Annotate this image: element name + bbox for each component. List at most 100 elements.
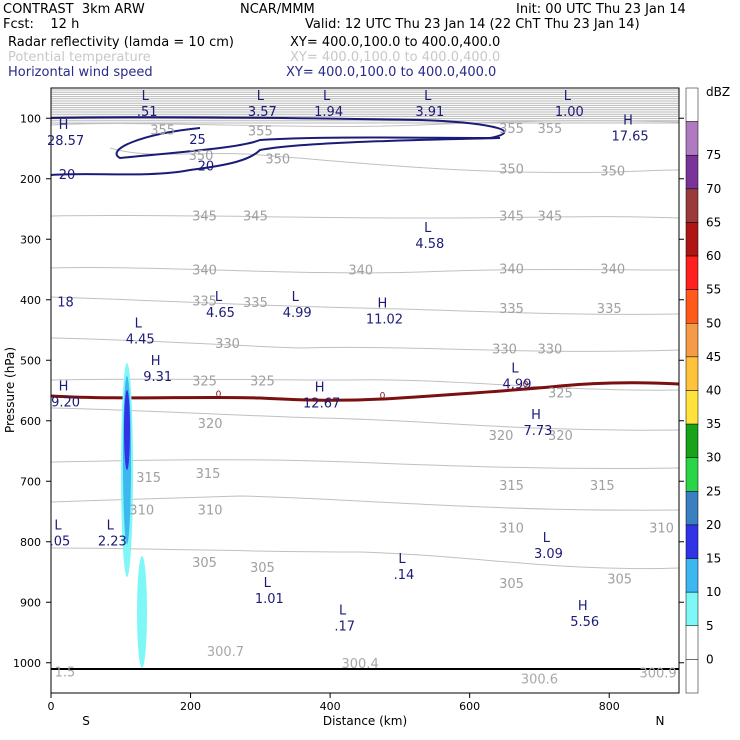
y-tick-label: 1000 xyxy=(13,657,41,670)
theta-contour-stack xyxy=(51,100,679,102)
colorbar-swatch xyxy=(685,524,699,559)
colorbar-swatch xyxy=(685,222,699,257)
colorbar-label: 65 xyxy=(706,215,721,229)
theta-min-value: 300.6 xyxy=(521,673,558,688)
theta-label: 310 xyxy=(499,521,524,536)
extremum-marker: L xyxy=(424,221,432,236)
theta-contour-325 xyxy=(51,378,679,391)
colorbar-label: 25 xyxy=(706,484,721,498)
extremum-value: 18 xyxy=(57,296,74,311)
theta-contour-stack xyxy=(51,93,679,96)
zero-line-label: 0 xyxy=(380,391,386,401)
x-tick-label: 400 xyxy=(320,700,341,713)
echo-blue-core xyxy=(124,390,130,470)
theta-label: 355 xyxy=(150,123,175,138)
colorbar-swatch xyxy=(685,558,699,593)
theta-label: 350 xyxy=(265,152,290,167)
theta-contour-stack xyxy=(51,106,679,109)
extremum-value: 9.31 xyxy=(143,370,172,385)
extremum-value: 1.94 xyxy=(314,105,343,120)
field1-xy: XY= 400.0,100.0 to 400.0,400.0 xyxy=(290,35,501,50)
theta-label: 320 xyxy=(548,429,573,444)
theta-label: 310 xyxy=(649,521,674,536)
model-name: CONTRAST 3km ARW xyxy=(3,2,145,17)
theta-label: 315 xyxy=(196,467,221,482)
y-tick-label: 800 xyxy=(20,536,41,549)
extremum-marker: H xyxy=(59,118,69,133)
valid-time: Valid: 12 UTC Thu 23 Jan 14 (22 ChT Thu … xyxy=(305,17,640,32)
colorbar-swatch xyxy=(685,356,699,391)
extremum-marker: H xyxy=(59,380,69,395)
theta-label: 350 xyxy=(189,149,214,164)
theta-min-value: 300.9 xyxy=(639,667,676,682)
extremum-value: 2.23 xyxy=(98,535,127,550)
extremum-value: 1.00 xyxy=(555,105,584,120)
extremum-marker: H xyxy=(531,408,541,423)
colorbar-label: 40 xyxy=(706,384,721,398)
theta-label: 325 xyxy=(548,387,573,402)
theta-label: 320 xyxy=(198,417,223,432)
theta-contour-stack xyxy=(51,115,679,118)
colorbar-swatch xyxy=(685,423,699,458)
colorbar-label: 5 xyxy=(706,619,714,633)
extremum-marker: H xyxy=(578,599,588,614)
zero-line-group xyxy=(51,381,679,402)
forecast-hour: Fcst: 12 h xyxy=(3,17,80,32)
colorbar-swatch xyxy=(685,154,699,190)
theta-contour-stack xyxy=(51,113,679,115)
colorbar-label: 55 xyxy=(706,283,721,297)
extremum-value: 11.02 xyxy=(366,313,403,328)
extremum-marker: L xyxy=(135,317,143,332)
extremum-marker: H xyxy=(315,381,325,396)
theta-contour-340 xyxy=(51,266,679,274)
theta-label: 310 xyxy=(198,503,223,518)
theta-contour-stack xyxy=(51,104,679,107)
extremum-value: 28.57 xyxy=(47,134,84,149)
extremum-value: 4.99 xyxy=(283,306,312,321)
extremum-marker: L xyxy=(292,290,300,305)
colorbar-swatch xyxy=(685,390,699,425)
extremum-value: 9.20 xyxy=(51,396,80,411)
theta-label: 345 xyxy=(243,209,268,224)
y-tick-label: 700 xyxy=(20,475,41,488)
zero-line-label: 0 xyxy=(523,380,529,390)
theta-contour-345 xyxy=(51,214,679,219)
theta-label: 350 xyxy=(600,164,625,179)
x-tick-label: 0 xyxy=(48,700,55,713)
colorbar-label: 45 xyxy=(706,350,721,364)
extremum-value: 1.01 xyxy=(255,592,284,607)
extremum-marker: L xyxy=(398,552,406,567)
extremum-marker: L xyxy=(339,603,347,618)
extremum-marker: L xyxy=(257,89,265,104)
theta-label: 315 xyxy=(136,471,161,486)
extremum-value: .14 xyxy=(394,568,415,583)
y-tick-label: 200 xyxy=(20,173,41,186)
theta-label: 340 xyxy=(600,263,625,278)
field1-name: Radar reflectivity (lamda = 10 cm) xyxy=(8,35,234,50)
theta-label: 315 xyxy=(499,479,524,494)
theta-contour-330 xyxy=(51,337,679,352)
wind-contour-25 xyxy=(51,116,506,160)
theta-label: 355 xyxy=(537,122,562,137)
y-tick-label: 900 xyxy=(20,596,41,609)
echo-cyan-lower xyxy=(137,556,147,668)
theta-contour-stack xyxy=(51,98,679,100)
theta-label: 325 xyxy=(192,374,217,389)
theta-contour-305 xyxy=(51,547,679,570)
extremum-value: 5.56 xyxy=(570,615,599,630)
extremum-value: 3.91 xyxy=(415,105,444,120)
colorbar-swatch xyxy=(685,659,699,694)
extremum-value: 4.58 xyxy=(415,237,444,252)
extremum-marker: L xyxy=(142,89,150,104)
y-tick-label: 600 xyxy=(20,415,41,428)
init-time: Init: 00 UTC Thu 23 Jan 14 xyxy=(516,2,686,17)
extremum-marker: H xyxy=(378,297,388,312)
colorbar-label: 15 xyxy=(706,552,721,566)
theta-label: 340 xyxy=(348,264,373,279)
colorbar-swatch xyxy=(685,87,699,122)
x-axis-start-label: S xyxy=(82,714,90,728)
colorbar-swatch xyxy=(685,491,699,526)
theta-label: 320 xyxy=(489,429,514,444)
theta-label: 345 xyxy=(537,209,562,224)
plot-frame xyxy=(50,87,680,694)
